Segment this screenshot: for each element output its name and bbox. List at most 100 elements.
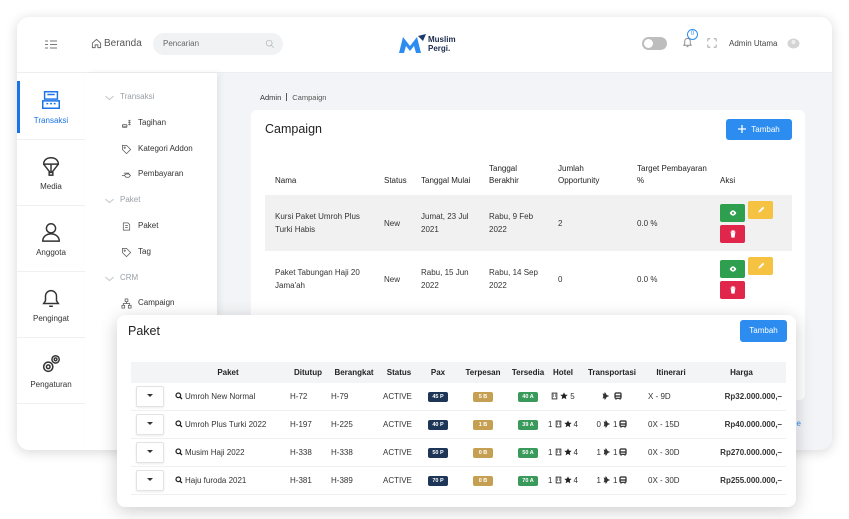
cell-status: New bbox=[374, 195, 411, 251]
home-link[interactable]: Beranda bbox=[104, 38, 142, 49]
hotel-icon bbox=[555, 448, 561, 456]
icon-part bbox=[175, 392, 182, 399]
icon-part bbox=[605, 420, 609, 428]
button-label: Tambah bbox=[751, 125, 780, 134]
plane-icon bbox=[603, 448, 611, 456]
available-badge: 70 A bbox=[518, 476, 538, 486]
plane-icon bbox=[603, 476, 611, 484]
row-dropdown-button[interactable] bbox=[136, 414, 164, 435]
icon-part bbox=[48, 171, 54, 176]
menu-icon[interactable] bbox=[45, 40, 57, 49]
column-header: Berangkat bbox=[329, 362, 379, 383]
sidebar-item[interactable]: Pengaturan bbox=[17, 337, 85, 404]
plane-icon bbox=[602, 392, 610, 400]
cell-actions bbox=[710, 251, 792, 307]
sidebar-item[interactable]: Pengingat bbox=[17, 271, 85, 338]
caret-icon bbox=[147, 394, 153, 397]
icon-part bbox=[123, 249, 126, 252]
column-header: Hotel bbox=[547, 362, 579, 383]
delete-button[interactable] bbox=[720, 224, 745, 243]
submenu-group[interactable]: CRM bbox=[85, 265, 217, 291]
submenu-item[interactable]: Kategori Addon bbox=[85, 136, 217, 162]
cell-opportunity: 0 bbox=[558, 274, 563, 284]
page-link-fragment[interactable]: ge bbox=[792, 419, 801, 428]
sidebar-label: Anggota bbox=[36, 248, 66, 257]
edit-button[interactable] bbox=[748, 256, 773, 275]
cell-booked: 1 B bbox=[457, 410, 509, 439]
submenu-group[interactable]: Paket bbox=[85, 187, 217, 213]
card-title: Paket bbox=[128, 324, 160, 338]
cell-status: ACTIVE bbox=[379, 383, 419, 411]
icon-part bbox=[105, 95, 114, 101]
column-header: Paket bbox=[169, 362, 287, 383]
submenu-group[interactable]: Transaksi bbox=[85, 84, 217, 110]
icon-part bbox=[560, 392, 568, 400]
delete-button[interactable] bbox=[720, 280, 745, 299]
submenu-item-label: Pembayaran bbox=[138, 169, 184, 179]
theme-toggle[interactable] bbox=[642, 37, 667, 50]
row-dropdown-button[interactable] bbox=[136, 470, 164, 491]
breadcrumb-item[interactable]: Admin bbox=[260, 93, 282, 102]
view-button[interactable] bbox=[720, 259, 745, 278]
cell-start: Jumat, 23 Jul 2021 bbox=[411, 195, 479, 251]
booked-badge: 5 B bbox=[473, 392, 493, 402]
campaign-row: Kursi Paket Umroh Plus Turki Habis New Jum… bbox=[265, 195, 792, 251]
add-campaign-button[interactable]: Tambah bbox=[726, 119, 792, 140]
icon-part bbox=[53, 357, 58, 362]
row-dropdown-button[interactable] bbox=[136, 442, 164, 463]
fullscreen-icon[interactable] bbox=[707, 38, 717, 48]
cell-name[interactable]: Umroh New Normal bbox=[169, 383, 287, 411]
cell-closed: H-338 bbox=[287, 438, 329, 467]
submenu-item[interactable]: Paket bbox=[85, 213, 217, 239]
edit-button[interactable] bbox=[748, 200, 773, 219]
submenu-item[interactable]: Tagihan bbox=[85, 110, 217, 136]
submenu-group-label: Paket bbox=[120, 195, 141, 205]
submenu-item[interactable]: Tag bbox=[85, 239, 217, 265]
cell-name[interactable]: Musim Haji 2022 bbox=[169, 438, 287, 467]
cell-departure: H-338 bbox=[329, 438, 379, 467]
cell-name[interactable]: Umroh Plus Turki 2022 bbox=[169, 410, 287, 439]
cell-toggle bbox=[131, 466, 169, 495]
cell-opportunity: 2 bbox=[548, 195, 627, 251]
sidebar-item[interactable]: Anggota bbox=[17, 205, 85, 272]
column-header: Aksi bbox=[720, 176, 736, 185]
sidebar-icon bbox=[42, 91, 60, 109]
cell-price: Rp32.000.000,– bbox=[697, 383, 786, 411]
icon-part bbox=[555, 420, 561, 428]
pax-badge: 50 P bbox=[428, 448, 448, 458]
cell-available: 70 A bbox=[509, 466, 547, 495]
cell-name[interactable]: Haju furoda 2021 bbox=[169, 466, 287, 495]
icon-part bbox=[147, 478, 153, 481]
cell-itinerary: 0X - 15D bbox=[645, 410, 697, 439]
add-paket-button[interactable]: Tambah bbox=[740, 320, 787, 342]
breadcrumb-item: Campaign bbox=[292, 93, 327, 102]
breadcrumb: Admin Campaign bbox=[260, 93, 326, 103]
submenu-item-label: Tag bbox=[138, 246, 151, 256]
cell-price: Rp255.000.000,– bbox=[697, 466, 786, 495]
sidebar-label: Media bbox=[40, 182, 62, 191]
submenu-icon bbox=[122, 247, 132, 257]
campaign-table: Nama Status Tanggal Mulai Tanggal Berakhir J… bbox=[265, 160, 792, 307]
submenu-item[interactable]: Campaign bbox=[85, 290, 217, 316]
hotel-count: 1 bbox=[548, 420, 553, 429]
chevron bbox=[105, 95, 114, 101]
cell-closed: H-197 bbox=[287, 410, 329, 439]
row-dropdown-button[interactable] bbox=[136, 386, 164, 407]
plus-icon bbox=[738, 124, 747, 133]
submenu-item[interactable]: Pembayaran bbox=[85, 161, 217, 187]
icon-part bbox=[42, 290, 60, 307]
search-box[interactable]: Pencarian bbox=[153, 33, 283, 55]
cell-name: Paket Tabungan Haji 20 Jama'ah bbox=[275, 268, 360, 290]
column-header: Status bbox=[379, 362, 419, 383]
view-button[interactable] bbox=[720, 203, 745, 222]
sidebar-item[interactable]: Transaksi bbox=[17, 73, 85, 140]
avatar[interactable] bbox=[787, 37, 800, 49]
hotel-icon bbox=[555, 476, 561, 484]
cell-price: Rp270.000.000,– bbox=[697, 438, 786, 467]
table-body: Kursi Paket Umroh Plus Turki Habis New Jum… bbox=[265, 195, 792, 307]
user-name[interactable]: Admin Utama bbox=[729, 39, 778, 48]
column-header: Pax bbox=[419, 362, 457, 383]
sidebar-item[interactable]: Media bbox=[17, 139, 85, 206]
